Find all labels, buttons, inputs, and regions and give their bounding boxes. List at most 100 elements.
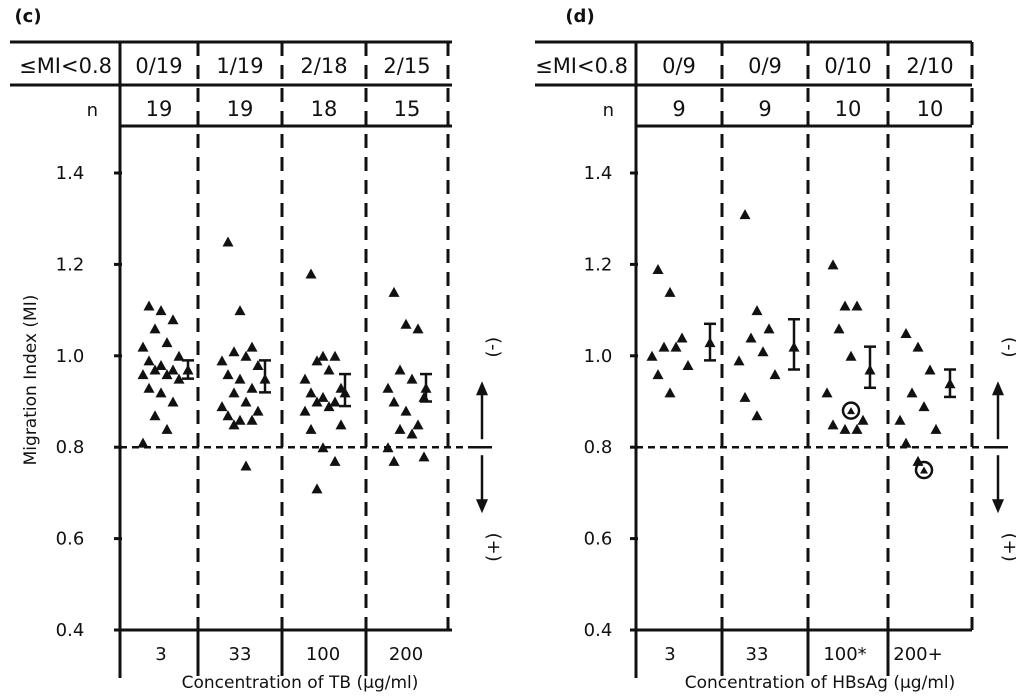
data-point <box>894 414 906 425</box>
data-point <box>418 451 430 462</box>
y-tick-label: 0.4 <box>584 620 613 641</box>
data-point <box>317 442 329 453</box>
data-point <box>382 442 394 453</box>
category-label: 100* <box>823 644 866 665</box>
data-point <box>918 401 930 412</box>
mean-marker <box>864 364 876 375</box>
up-arrow-head <box>476 381 488 396</box>
data-point <box>173 373 185 384</box>
data-point <box>757 346 769 357</box>
ratio-label: 2/10 <box>906 54 953 78</box>
data-point <box>382 382 394 393</box>
data-point <box>664 286 676 297</box>
ratio-label: 2/15 <box>383 54 430 78</box>
mean-marker <box>182 364 194 375</box>
data-point <box>155 359 167 370</box>
side-label-lower: (+) <box>483 533 504 562</box>
data-point <box>839 423 851 434</box>
header-row1-label: ≤MI<0.8 <box>19 54 112 78</box>
data-point <box>155 387 167 398</box>
data-point <box>323 401 335 412</box>
panel-d: (d) ≤MI<0.8 n 1.4 1.2 1.0 0.8 0.6 0.4 Concentrati… <box>535 6 1016 693</box>
circled-point-marker <box>920 466 928 474</box>
data-point <box>228 387 240 398</box>
category-label: 33 <box>229 644 252 665</box>
ratio-label: 0/9 <box>748 54 782 78</box>
data-point <box>851 423 863 434</box>
data-point <box>228 419 240 430</box>
mean-marker <box>259 373 271 384</box>
ratio-label: 0/19 <box>135 54 182 78</box>
data-point <box>246 414 258 425</box>
data-point <box>827 259 839 270</box>
data-point <box>827 419 839 430</box>
y-tick-label: 1.2 <box>584 254 613 275</box>
n-label: 10 <box>917 97 944 121</box>
down-arrow-head <box>476 499 488 514</box>
data-point <box>900 327 912 338</box>
data-point <box>335 419 347 430</box>
data-point <box>400 318 412 329</box>
data-point <box>216 401 228 412</box>
data-point <box>149 364 161 375</box>
data-point <box>222 236 234 247</box>
data-point <box>143 355 155 366</box>
data-point <box>652 263 664 274</box>
ratio-label: 0/9 <box>662 54 696 78</box>
data-point <box>228 346 240 357</box>
mean-marker <box>944 378 956 389</box>
n-label: 10 <box>835 97 862 121</box>
data-point <box>900 437 912 448</box>
header-row2-label: n <box>87 100 98 121</box>
data-point <box>222 369 234 380</box>
circled-point-marker <box>847 407 855 415</box>
data-point <box>240 350 252 361</box>
data-point <box>924 364 936 375</box>
data-point <box>646 350 658 361</box>
data-point <box>173 350 185 361</box>
data-point <box>733 355 745 366</box>
data-point <box>137 369 149 380</box>
data-point <box>149 410 161 421</box>
y-tick-label: 0.8 <box>584 437 613 458</box>
data-point <box>406 428 418 439</box>
data-point <box>167 396 179 407</box>
data-point <box>317 350 329 361</box>
panel-letter: (c) <box>14 6 41 27</box>
side-label-upper: (-) <box>999 337 1016 358</box>
data-point <box>763 323 775 334</box>
data-point <box>149 323 161 334</box>
y-tick-label: 0.4 <box>56 620 85 641</box>
data-point <box>240 396 252 407</box>
x-axis-title: Concentration of HBsAg (µg/ml) <box>685 673 955 693</box>
data-point <box>412 323 424 334</box>
data-point <box>676 332 688 343</box>
data-point <box>394 423 406 434</box>
data-point <box>234 305 246 316</box>
side-label-upper: (-) <box>483 337 504 358</box>
side-label-lower: (+) <box>999 533 1016 562</box>
y-tick-label: 1.4 <box>56 163 85 184</box>
data-point <box>167 314 179 325</box>
data-point <box>388 396 400 407</box>
data-point <box>388 286 400 297</box>
category-label: 200+ <box>893 644 942 665</box>
data-point <box>821 387 833 398</box>
data-point <box>670 341 682 352</box>
data-point <box>329 396 341 407</box>
ratio-label: 0/10 <box>824 54 871 78</box>
category-label: 3 <box>664 644 675 665</box>
data-point <box>751 410 763 421</box>
circled-point <box>841 401 861 420</box>
data-point <box>658 341 670 352</box>
data-point <box>739 391 751 402</box>
data-point <box>311 483 323 494</box>
down-arrow-head <box>992 499 1004 514</box>
y-tick-label: 0.6 <box>56 529 85 550</box>
data-point <box>234 373 246 384</box>
data-point <box>406 373 418 384</box>
y-tick-label: 0.6 <box>584 529 613 550</box>
data-point <box>329 350 341 361</box>
data-point <box>305 387 317 398</box>
